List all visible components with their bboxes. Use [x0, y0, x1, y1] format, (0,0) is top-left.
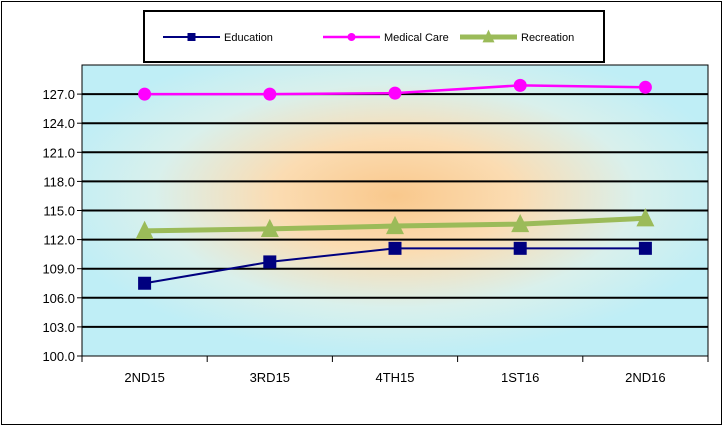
legend-item: Medical Care	[323, 32, 449, 44]
data-point-marker	[388, 86, 402, 100]
data-point-marker	[260, 218, 279, 238]
series-medical-care	[138, 78, 652, 101]
data-point-marker	[386, 215, 404, 235]
legend-item: Recreation	[460, 29, 574, 44]
y-tick-label: 121.0	[42, 145, 75, 160]
y-tick-label: 127.0	[42, 87, 75, 102]
data-point-marker	[638, 241, 652, 255]
y-tick-label: 109.0	[42, 262, 75, 277]
data-point-marker	[138, 276, 152, 290]
y-tick-label: 115.0	[43, 204, 75, 219]
x-tick-label: 2ND15	[124, 370, 164, 385]
data-point-marker	[263, 255, 277, 269]
data-point-marker	[388, 241, 402, 255]
y-tick-label: 112.0	[43, 233, 75, 248]
data-point-marker	[513, 241, 527, 255]
data-point-marker	[263, 87, 277, 101]
x-tick-label: 2ND16	[625, 370, 665, 385]
legend: Education Medical Care Recreation	[143, 10, 605, 63]
series-education	[138, 241, 652, 290]
data-point-marker	[347, 33, 356, 41]
series-group	[135, 78, 655, 290]
legend-label: Recreation	[521, 32, 574, 44]
legend-label: Education	[224, 32, 273, 44]
x-tick-label: 1ST16	[501, 370, 539, 385]
y-tick-label: 106.0	[42, 291, 75, 306]
grid-lines	[82, 93, 708, 328]
data-point-marker	[513, 78, 527, 92]
data-point-marker	[511, 213, 530, 233]
y-axis: 100.0 103.0 106.0 109.0 112.0 115.0 118.0 121.0…	[42, 87, 82, 364]
data-point-marker	[187, 33, 196, 41]
legend-item: Education	[163, 32, 273, 44]
data-point-marker	[482, 29, 495, 43]
x-tick-label: 3RD15	[250, 370, 290, 385]
y-tick-label: 100.0	[42, 349, 75, 364]
series-recreation	[135, 208, 655, 239]
y-tick-label: 118.0	[43, 174, 75, 189]
x-axis: 2ND15 3RD15 4TH15 1ST16 2ND16	[81, 355, 709, 385]
data-point-marker	[135, 220, 154, 239]
data-point-marker	[138, 87, 152, 101]
x-tick-label: 4TH15	[375, 370, 414, 385]
y-tick-label: 124.0	[42, 116, 75, 131]
legend-label: Medical Care	[384, 32, 449, 44]
y-tick-label: 103.0	[42, 320, 75, 335]
data-point-marker	[638, 80, 652, 94]
data-point-marker	[636, 208, 655, 227]
